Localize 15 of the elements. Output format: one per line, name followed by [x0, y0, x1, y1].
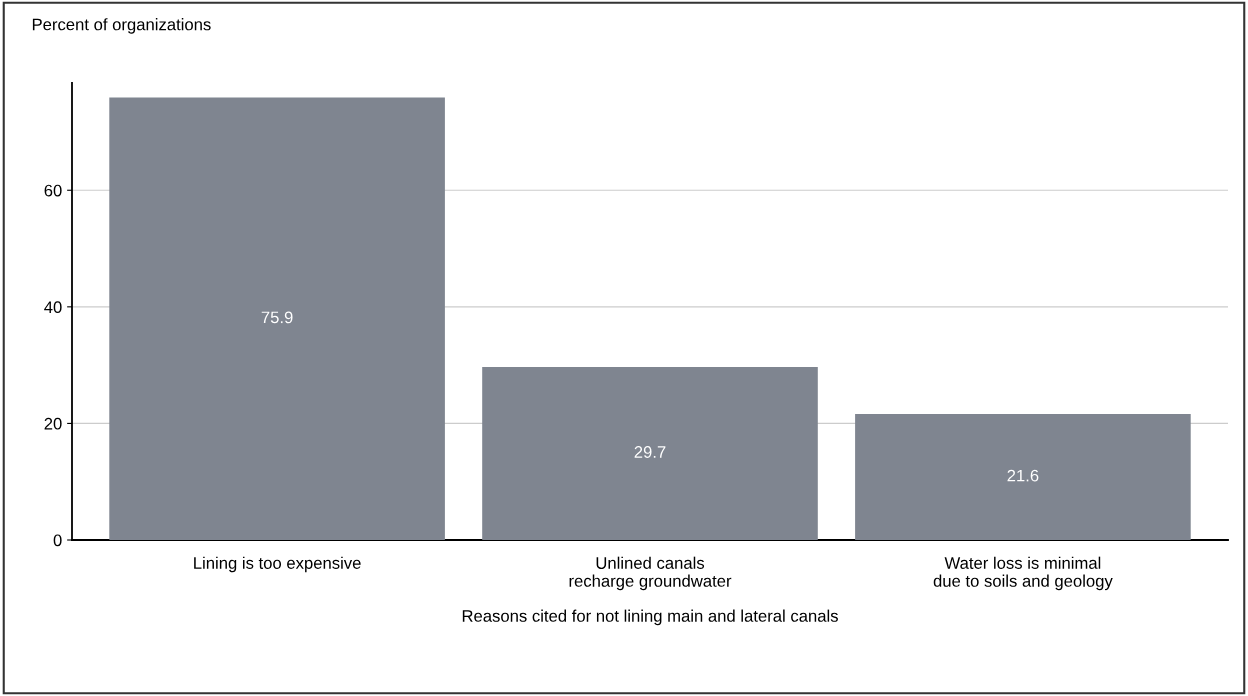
x-tick-label: Unlined canals recharge groundwater: [569, 556, 732, 591]
data-label: 21.6: [1007, 469, 1039, 482]
data-label: 75.9: [261, 311, 293, 324]
y-tick-label: 40: [44, 301, 62, 314]
bar: [109, 97, 445, 540]
bar: [482, 366, 818, 540]
data-label: 29.7: [634, 446, 666, 458]
y-axis-title: Percent of organizations: [32, 18, 211, 34]
x-tick-label: Lining is too expensive: [194, 556, 361, 573]
y-tick-label: 20: [44, 417, 62, 430]
y-tick-label: 60: [44, 184, 62, 197]
y-tick-label: 0: [53, 534, 62, 547]
x-axis-title: Reasons cited for not lining main and lateral canals: [462, 609, 838, 626]
x-tick-label: Water loss is minimal due to soils and geology: [933, 556, 1113, 591]
bar: [855, 414, 1191, 540]
